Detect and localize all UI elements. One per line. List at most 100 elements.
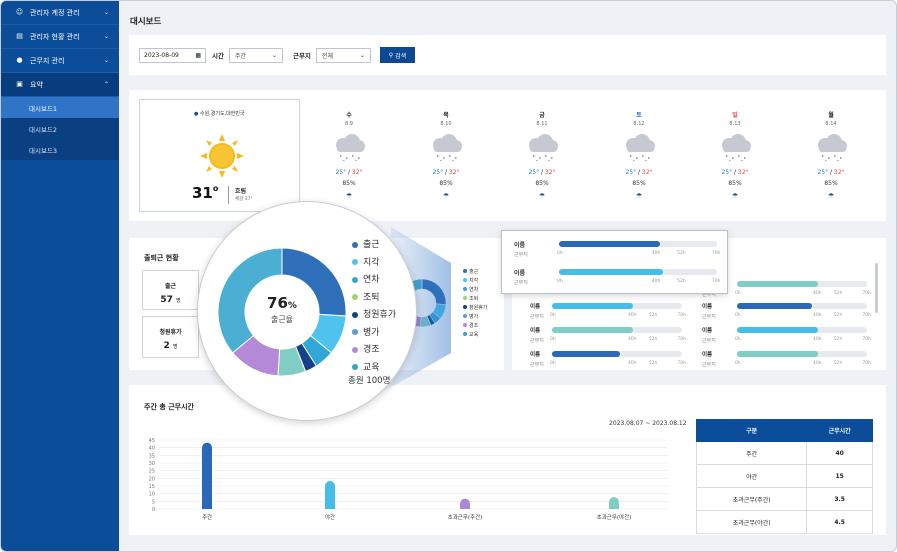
legend-label: 경조 [363,345,380,355]
forecast-day: 토 8.12 25° / 32° 85% ☂ [609,110,669,200]
y-tick-label: 0 [152,507,155,513]
forecast-day-name: 토 [636,112,642,119]
worker-name: 이름 [702,304,713,310]
divider [228,186,229,204]
submenu: 대시보드1 대시보드2 대시보드3 [1,97,119,160]
legend-item: 청원휴가 [463,304,487,313]
precipitation-probability: 85% [824,180,838,187]
bar-cap-3 [609,497,619,508]
y-tick-label: 20 [149,476,155,482]
y-tick-label: 5 [152,499,155,505]
sidebar-subitem-dashboard1[interactable]: 대시보드1 [1,97,119,118]
legend-label: 청원휴가 [469,305,488,311]
forecast-day: 일 8.13 25° / 32° 85% ☂ [705,110,765,200]
stat-label: 청원휴가 [159,329,182,336]
legend-swatch [463,314,467,318]
hours-tick: 52h [648,337,658,342]
search-bar: 2023-08-09 ▦ 시간 주간 ⌄ 근무지 전체 ⌄ ⚲ 검색 [129,35,886,75]
time-select[interactable]: 주간 ⌄ [228,47,283,63]
legend-label: 출근 [469,269,479,275]
hours-fill [552,303,633,309]
sidebar-item-admin-status[interactable]: ▤ 관리자 현황 관리 ⌄ [1,25,119,49]
bar-0[interactable] [202,447,212,509]
attendance-legend-large: 출근 지각 연차 조퇴 청원휴가 병가 경조 교육 [352,237,396,377]
attendance-title: 출퇴근 현황 [144,254,179,262]
hours-fill [552,351,620,357]
bar-1[interactable] [325,486,335,509]
site-label: 근무지 [292,52,311,60]
admin-account-icon: ☺ [15,8,24,16]
chevron-down-icon: ⌄ [271,51,277,59]
table-cell: 15 [806,464,873,488]
legend-label: 병가 [363,327,380,338]
hours-fill [552,327,633,333]
forecast-date: 8.11 [536,121,548,127]
sidebar-item-summary[interactable]: ▣ 요약 ⌃ [1,73,119,97]
legend-item: 교육 [463,331,487,340]
forecast-temps: 25° / 32° [432,169,460,176]
rain-cloud-icon [818,134,847,161]
forecast-temps: 25° / 32° [625,169,653,176]
hours-tick: 52h [648,361,658,366]
table-row: 야간 15 [695,464,873,488]
sidebar-subitem-dashboard3[interactable]: 대시보드3 [29,146,58,155]
hours-tick: 0h [735,313,741,318]
legend-swatch [352,346,358,353]
site-select[interactable]: 전체 ⌄ [315,47,371,63]
y-tick-label: 15 [149,484,155,490]
location-pin-icon: ● [194,111,199,117]
legend-swatch [463,278,467,282]
hours-track [559,241,717,247]
hours-tick: 40h [628,337,637,342]
attendance-legend-small: 출근 지각 연차 조퇴 청원휴가 병가 경조 교육 [463,268,487,340]
chevron-down-icon: ⌄ [359,51,365,59]
sidebar-subitem-dashboard2[interactable]: 대시보드2 [29,125,58,134]
hours-fill [737,281,818,287]
hours-tick: 40h [813,291,822,296]
sidebar-item-label: 관리자 현황 관리 [30,32,80,41]
hours-tick: 0h [735,361,741,366]
sidebar-item-worksite[interactable]: ● 근무지 관리 ⌄ [1,49,119,73]
legend-item: 교육 [352,360,396,378]
worker-site: 근무지 [702,314,716,320]
forecast-date: 8.14 [825,121,837,127]
donut-small-slice-0[interactable] [421,278,447,305]
scrollbar[interactable] [875,263,878,313]
legend-item: 연차 [352,272,396,290]
site-select-value: 전체 [321,52,333,60]
y-tick-label: 35 [149,453,155,459]
sidebar-item-admin-account[interactable]: ☺ 관리자 계정 관리 ⌄ [1,1,119,25]
attendance-rate: 76% [267,294,297,312]
weather-condition: 흐림 [235,188,247,195]
donut-large-slice-7[interactable] [217,247,283,354]
forecast-day-name: 금 [539,112,545,119]
search-icon: ⚲ [388,51,394,59]
legend-label: 지각 [363,257,380,268]
hours-tick: 70h [677,361,686,366]
forecast-temps: 25° / 32° [817,169,845,176]
forecast-high: 32° [351,169,363,176]
search-button-label: 검색 [395,52,407,60]
hours-track [552,303,682,309]
admin-status-icon: ▤ [16,32,23,40]
search-button[interactable]: ⚲ 검색 [379,47,415,63]
time-label: 시간 [212,52,224,60]
y-tick-label: 10 [149,492,155,498]
umbrella-icon: ☂ [538,192,546,200]
document-icon: ▣ [16,80,23,88]
forecast-temps: 25° / 32° [528,169,556,176]
hours-tick: 70h [677,337,686,342]
legend-label: 출근 [363,240,380,250]
hours-tick: 52h [648,313,658,318]
worker-site: 근무지 [702,338,716,344]
hours-fill [737,327,818,333]
date-value: 2023-08-09 [144,51,179,59]
date-input[interactable]: 2023-08-09 ▦ [139,47,206,63]
legend-swatch [352,276,358,283]
worker-name: 이름 [530,328,541,334]
hours-tick: 70h [862,291,871,296]
hours-tick: 70h [862,313,871,318]
